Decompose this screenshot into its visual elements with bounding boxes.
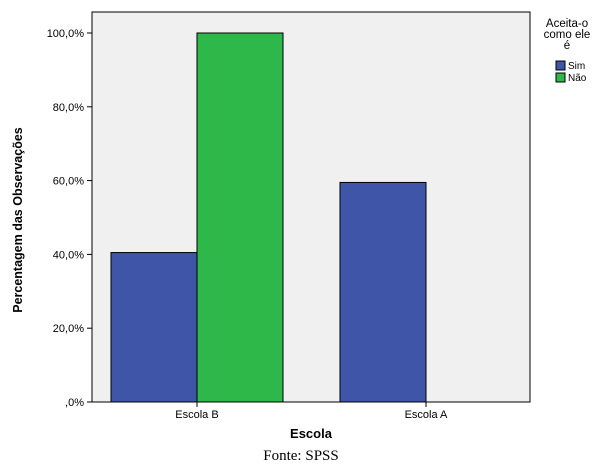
bars — [110, 32, 427, 403]
y-tick-label: 60,0% — [53, 176, 84, 188]
legend-title-line: Aceita-o — [546, 18, 588, 30]
y-tick-label: 80,0% — [53, 102, 84, 114]
legend-label: Não — [568, 73, 587, 84]
y-tick-label: 100,0% — [47, 28, 85, 40]
legend-title-line: é — [564, 40, 570, 52]
x-axis-label: Escola — [290, 426, 333, 441]
legend-swatch — [555, 60, 566, 71]
legend-label: Sim — [568, 61, 585, 72]
x-tick-label: Escola B — [175, 409, 218, 421]
caption: Fonte: SPSS — [263, 448, 338, 464]
y-axis-label: Percentagem das Observações — [11, 127, 25, 313]
x-tick-label: Escola A — [405, 409, 448, 421]
legend-swatch — [555, 72, 566, 83]
legend-title-line: como ele — [544, 29, 591, 41]
bar-n-o-escola-b — [196, 32, 284, 403]
bar-sim-escola-b — [110, 252, 198, 403]
bar-sim-escola-a — [339, 181, 427, 403]
y-axis: ,0% 20,0% 40,0% 60,0% 80,0% 100,0% — [47, 28, 92, 409]
y-tick-label: 40,0% — [53, 249, 84, 261]
y-tick-label: ,0% — [65, 397, 84, 409]
y-tick-label: 20,0% — [53, 323, 84, 335]
x-axis: Escola B Escola A — [175, 402, 448, 421]
